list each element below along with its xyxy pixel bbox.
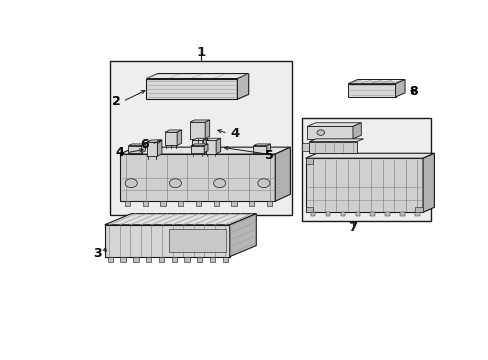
Polygon shape: [347, 84, 395, 97]
Polygon shape: [164, 130, 181, 132]
Polygon shape: [399, 212, 404, 216]
Polygon shape: [301, 143, 309, 151]
Polygon shape: [128, 144, 145, 146]
Polygon shape: [355, 212, 359, 216]
Polygon shape: [196, 201, 201, 206]
Polygon shape: [164, 132, 177, 145]
Polygon shape: [205, 140, 216, 154]
Text: 1: 1: [196, 46, 205, 59]
Polygon shape: [128, 146, 142, 153]
Polygon shape: [146, 257, 151, 262]
Polygon shape: [146, 78, 237, 99]
Polygon shape: [184, 257, 189, 262]
Polygon shape: [104, 225, 229, 257]
Polygon shape: [120, 154, 275, 201]
Polygon shape: [229, 214, 256, 257]
Polygon shape: [305, 153, 433, 158]
Polygon shape: [205, 138, 220, 140]
Polygon shape: [157, 140, 162, 156]
Polygon shape: [189, 120, 209, 122]
Polygon shape: [222, 257, 227, 262]
Polygon shape: [309, 141, 356, 153]
Polygon shape: [209, 257, 215, 262]
Polygon shape: [340, 212, 345, 216]
Text: 5: 5: [264, 149, 273, 162]
Text: 2: 2: [111, 95, 120, 108]
Polygon shape: [204, 144, 207, 153]
Polygon shape: [197, 257, 202, 262]
Circle shape: [257, 179, 269, 188]
Polygon shape: [422, 153, 433, 212]
Polygon shape: [248, 201, 254, 206]
Polygon shape: [266, 201, 272, 206]
Polygon shape: [266, 144, 270, 153]
Polygon shape: [205, 120, 209, 139]
Polygon shape: [325, 212, 329, 216]
Polygon shape: [310, 212, 315, 216]
Polygon shape: [385, 212, 389, 216]
Polygon shape: [120, 257, 125, 262]
FancyBboxPatch shape: [301, 118, 430, 221]
Polygon shape: [177, 130, 181, 145]
Polygon shape: [415, 207, 422, 212]
Polygon shape: [237, 73, 248, 99]
Polygon shape: [104, 214, 256, 225]
Polygon shape: [171, 257, 177, 262]
Polygon shape: [275, 147, 290, 201]
Polygon shape: [159, 257, 164, 262]
Polygon shape: [309, 139, 363, 141]
Polygon shape: [307, 126, 352, 139]
Polygon shape: [146, 140, 162, 142]
Polygon shape: [305, 158, 422, 212]
Polygon shape: [169, 229, 225, 252]
Polygon shape: [142, 144, 145, 153]
FancyBboxPatch shape: [110, 61, 292, 215]
Polygon shape: [133, 257, 138, 262]
Polygon shape: [352, 123, 361, 139]
Polygon shape: [124, 201, 130, 206]
Polygon shape: [107, 257, 113, 262]
Circle shape: [169, 179, 181, 188]
Polygon shape: [192, 138, 207, 140]
Polygon shape: [160, 201, 165, 206]
Text: 4: 4: [230, 127, 240, 140]
Circle shape: [316, 130, 324, 135]
Polygon shape: [190, 146, 204, 153]
Polygon shape: [203, 138, 207, 154]
Polygon shape: [142, 201, 147, 206]
Polygon shape: [146, 142, 157, 156]
Polygon shape: [414, 212, 419, 216]
Polygon shape: [253, 144, 270, 146]
Polygon shape: [189, 122, 205, 139]
Polygon shape: [253, 146, 266, 153]
Polygon shape: [120, 147, 290, 154]
Polygon shape: [305, 207, 312, 212]
Polygon shape: [216, 138, 220, 154]
Polygon shape: [347, 80, 404, 84]
Polygon shape: [213, 201, 219, 206]
Polygon shape: [395, 80, 404, 97]
Circle shape: [125, 179, 137, 188]
Circle shape: [213, 179, 225, 188]
Polygon shape: [178, 201, 183, 206]
Text: 8: 8: [408, 85, 417, 98]
Polygon shape: [190, 144, 207, 146]
Text: 7: 7: [347, 221, 357, 234]
Polygon shape: [370, 212, 374, 216]
Text: 4: 4: [115, 146, 124, 159]
Polygon shape: [146, 73, 248, 78]
Text: 6: 6: [140, 138, 148, 151]
Polygon shape: [307, 123, 361, 126]
Polygon shape: [305, 158, 312, 164]
Text: 3: 3: [93, 247, 101, 260]
Polygon shape: [192, 140, 203, 154]
Polygon shape: [231, 201, 236, 206]
